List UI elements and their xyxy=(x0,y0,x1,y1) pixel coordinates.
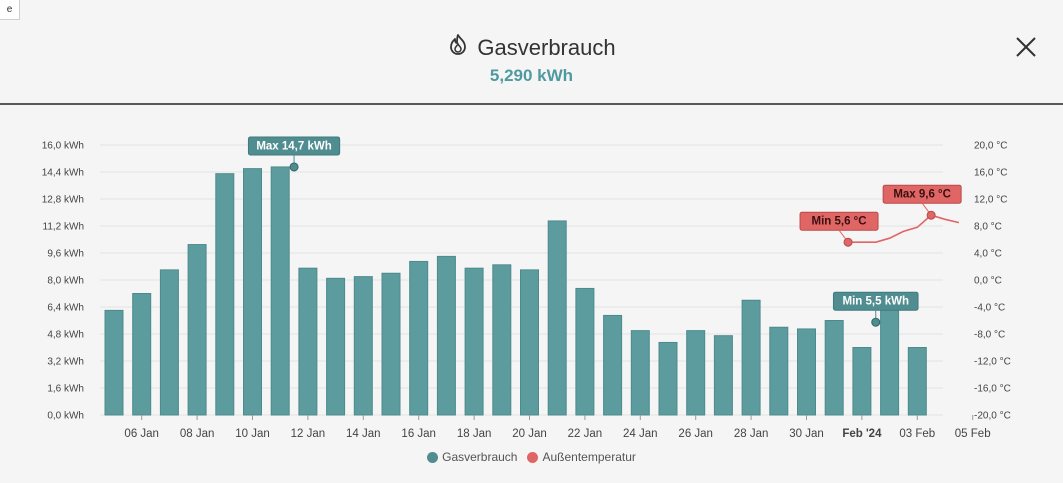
bar-gas xyxy=(436,255,456,416)
x-tick-label: 24 Jan xyxy=(623,428,658,440)
bar-gas xyxy=(880,298,900,416)
y-left-tick-label: 16,0 kWh xyxy=(42,141,84,152)
x-tick-label: 06 Jan xyxy=(124,428,159,440)
y-right-tick-label: 4,0 °C xyxy=(974,249,1002,260)
annotation-point xyxy=(926,210,936,220)
bar-gas xyxy=(658,341,678,416)
x-tick-label: Feb '24 xyxy=(842,428,882,440)
x-tick-label: 18 Jan xyxy=(457,428,492,440)
x-tick-label: 12 Jan xyxy=(291,428,326,440)
annotation-label: Max 14,7 kWh xyxy=(256,140,331,152)
x-tick-label: 16 Jan xyxy=(401,428,436,440)
y-right-tick-label: 8,0 °C xyxy=(974,222,1002,233)
flame-icon xyxy=(447,33,469,62)
y-left-tick-label: 6,4 kWh xyxy=(47,303,84,314)
legend-label-temperature: Außentemperatur xyxy=(542,450,636,464)
gas-chart: 0,0 kWh -20,0 °C 1,6 kWh -16,0 °C 3,2 kWh -12… xyxy=(42,136,1011,440)
y-right-tick-label: -8,0 °C xyxy=(974,330,1005,341)
bar-gas xyxy=(603,314,623,416)
title-row: Gasverbrauch xyxy=(0,33,1063,62)
bar-gas xyxy=(270,166,290,416)
bar-gas xyxy=(741,299,761,416)
bar-gas xyxy=(630,330,650,416)
corner-tab[interactable]: e xyxy=(0,0,20,20)
annotation-label: Min 5,6 °C xyxy=(812,216,867,228)
page-title: Gasverbrauch xyxy=(477,34,616,60)
y-left-tick-label: 12,8 kWh xyxy=(42,195,84,206)
bar-gas xyxy=(492,264,512,416)
legend-item-gas[interactable]: Gasverbrauch xyxy=(427,450,517,464)
bar-gas xyxy=(243,168,262,416)
y-right-tick-label: 12,0 °C xyxy=(974,195,1007,206)
legend-label-gas: Gasverbrauch xyxy=(442,450,518,464)
bar-gas xyxy=(797,328,816,416)
annotation-label: Min 5,5 kWh xyxy=(843,296,909,308)
x-tick-label: 20 Jan xyxy=(512,428,547,440)
x-tick-label: 26 Jan xyxy=(678,428,713,440)
y-right-tick-label: 16,0 °C xyxy=(974,168,1007,179)
y-left-tick-label: 8,0 kWh xyxy=(47,276,84,287)
legend-dot-gas xyxy=(427,451,439,463)
y-right-tick-label: -16,0 °C xyxy=(974,384,1011,395)
bar-gas xyxy=(686,330,706,416)
bar-gas xyxy=(381,272,401,416)
x-tick-label: 08 Jan xyxy=(180,428,215,440)
bar-gas xyxy=(713,335,733,416)
bar-gas xyxy=(159,269,179,416)
annotation-point xyxy=(871,317,881,327)
bar-gas xyxy=(824,320,844,416)
bar-gas xyxy=(464,267,484,416)
bar-gas xyxy=(520,269,539,416)
chart-legend: Gasverbrauch Außentemperatur xyxy=(0,450,1063,464)
x-tick-label: 30 Jan xyxy=(789,428,824,440)
y-right-tick-label: -4,0 °C xyxy=(974,303,1005,314)
bar-gas xyxy=(409,260,429,416)
y-left-tick-label: 0,0 kWh xyxy=(47,411,84,422)
y-left-tick-label: 3,2 kWh xyxy=(47,357,84,368)
y-left-tick-label: 9,6 kWh xyxy=(47,249,84,260)
x-tick-label: 05 Feb xyxy=(955,428,991,440)
y-left-tick-label: 4,8 kWh xyxy=(47,330,84,341)
y-right-tick-label: 20,0 °C xyxy=(974,141,1007,152)
bar-gas xyxy=(852,347,872,416)
bar-gas xyxy=(547,220,567,416)
bar-gas xyxy=(215,173,235,416)
y-left-tick-label: 14,4 kWh xyxy=(42,168,84,179)
dialog-header: Gasverbrauch 5,290 kWh xyxy=(0,0,1063,103)
y-left-tick-label: 1,6 kWh xyxy=(47,384,84,395)
annotation-point xyxy=(843,237,853,247)
bar-gas xyxy=(298,267,318,416)
total-consumption: 5,290 kWh xyxy=(489,66,574,85)
bar-gas xyxy=(326,277,346,416)
bar-gas xyxy=(187,244,207,416)
header-divider xyxy=(0,103,1063,105)
annotation-label: Max 9,6 °C xyxy=(893,189,951,201)
y-right-tick-label: -12,0 °C xyxy=(974,357,1011,368)
bar-gas xyxy=(353,276,373,416)
bar-gas xyxy=(132,293,152,416)
legend-item-temperature[interactable]: Außentemperatur xyxy=(527,450,636,464)
y-right-tick-label: -20,0 °C xyxy=(974,411,1011,422)
x-tick-label: 10 Jan xyxy=(235,428,270,440)
annotation-point xyxy=(289,162,299,172)
x-tick-label: 14 Jan xyxy=(346,428,381,440)
close-icon xyxy=(1016,37,1036,57)
temperature-line xyxy=(848,214,960,243)
close-button[interactable] xyxy=(1015,36,1037,58)
x-tick-label: 28 Jan xyxy=(734,428,769,440)
x-tick-label: 03 Feb xyxy=(899,428,935,440)
legend-dot-temperature xyxy=(527,451,539,463)
bar-gas xyxy=(907,347,927,416)
y-right-tick-label: 0,0 °C xyxy=(974,276,1002,287)
bar-gas xyxy=(104,309,124,416)
x-tick-label: 22 Jan xyxy=(568,428,603,440)
bar-gas xyxy=(769,326,789,416)
y-left-tick-label: 11,2 kWh xyxy=(43,222,85,233)
bar-gas xyxy=(575,287,595,416)
